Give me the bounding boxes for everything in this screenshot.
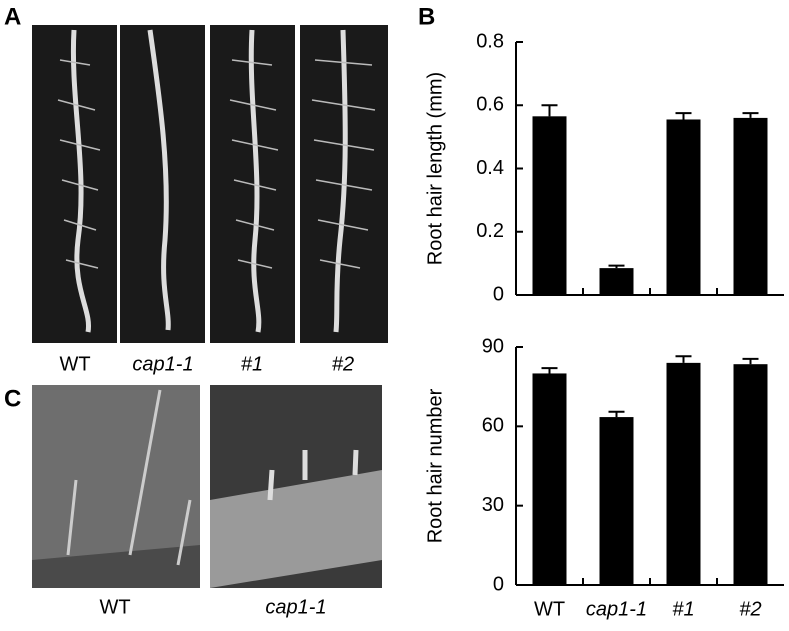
- bar: [532, 116, 567, 295]
- caption: cap1-1: [132, 353, 193, 375]
- x-tick-label: WT: [534, 598, 565, 620]
- y-tick-label: 0.8: [476, 30, 504, 52]
- bar: [532, 373, 567, 585]
- error-bar: [675, 112, 692, 120]
- x-tick-label: #2: [739, 598, 761, 620]
- bar: [666, 119, 701, 295]
- bar: [733, 117, 768, 296]
- error-bar: [608, 264, 625, 269]
- bar: [599, 268, 634, 295]
- error-bar: [541, 367, 558, 374]
- y-tick-label: 30: [482, 494, 504, 516]
- error-bar: [675, 355, 692, 363]
- y-tick-label: 90: [482, 335, 504, 357]
- caption: WT: [99, 596, 130, 618]
- x-tick-label: #1: [672, 598, 694, 620]
- error-bar: [608, 410, 625, 418]
- sem-photos: [32, 385, 382, 588]
- y-tick-label: 60: [482, 415, 504, 437]
- x-tick-label: cap1-1: [586, 598, 647, 620]
- root-photos: [32, 25, 388, 343]
- panel-label: B: [418, 3, 435, 30]
- panel-label: A: [4, 3, 21, 30]
- y-axis-label: Root hair length (mm): [424, 72, 446, 265]
- y-tick-label: 0.6: [476, 94, 504, 116]
- y-tick-label: 0: [493, 573, 504, 595]
- bar: [666, 362, 701, 585]
- caption: #1: [241, 353, 263, 375]
- caption: #2: [332, 353, 354, 375]
- error-bar: [742, 357, 759, 365]
- error-bar: [541, 104, 558, 117]
- y-tick-label: 0.2: [476, 220, 504, 242]
- caption: WT: [59, 353, 90, 375]
- y-tick-label: 0.4: [476, 157, 504, 179]
- bar: [733, 364, 768, 585]
- y-axis-label: Root hair number: [424, 388, 446, 543]
- caption: cap1-1: [265, 596, 326, 618]
- bar: [599, 417, 634, 585]
- error-bar: [742, 112, 759, 118]
- panel-label: C: [4, 385, 21, 412]
- y-tick-label: 0: [493, 283, 504, 305]
